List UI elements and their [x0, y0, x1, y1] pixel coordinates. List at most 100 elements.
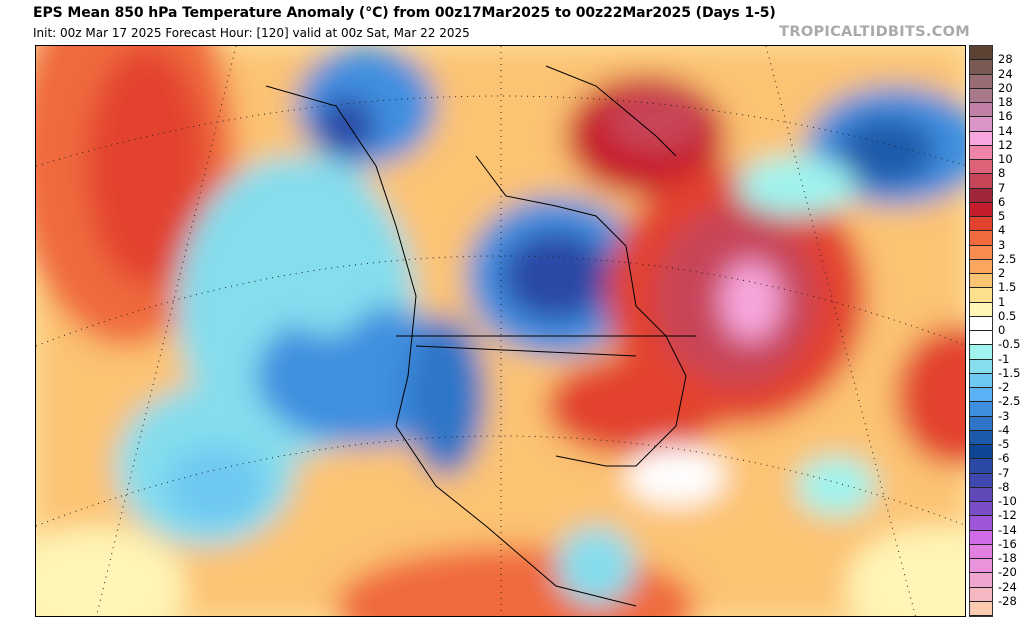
colorbar-label: -24	[998, 579, 1017, 594]
anomaly-region	[836, 116, 936, 186]
colorbar-label: 5	[998, 209, 1006, 223]
colorbar-label: -12	[998, 508, 1017, 523]
anomaly-region	[501, 231, 611, 321]
colorbar-label: 2	[998, 266, 1006, 280]
colorbar-swatch	[970, 445, 992, 460]
anomaly-field	[36, 46, 965, 616]
colorbar-swatch	[970, 302, 992, 317]
coastline	[415, 345, 637, 357]
anomaly-region	[626, 446, 726, 506]
colorbar-label: -2.5	[998, 394, 1021, 409]
colorbar-swatch	[970, 373, 992, 388]
colorbar-swatch	[970, 174, 992, 189]
colorbar-label: -1	[998, 351, 1010, 366]
anomaly-region	[736, 156, 856, 216]
colorbar-swatch	[970, 331, 992, 346]
coastline	[475, 155, 687, 467]
brand-watermark: TROPICALTIDBITS.COM	[779, 24, 970, 40]
colorbar-label: 14	[998, 123, 1013, 138]
colorbar-swatch	[970, 259, 992, 274]
colorbar-label: -18	[998, 551, 1017, 565]
anomaly-region	[896, 326, 965, 466]
colorbar-swatch	[970, 359, 992, 374]
colorbar-swatch	[970, 530, 992, 545]
colorbar-label: 16	[998, 109, 1013, 124]
coastline	[265, 85, 637, 607]
colorbar-swatch	[970, 288, 992, 303]
colorbar-swatch	[970, 103, 992, 118]
graticule-line	[36, 255, 965, 347]
colorbar-swatch	[970, 487, 992, 502]
colorbar-label: 0	[998, 323, 1006, 337]
colorbar-swatch	[970, 559, 992, 574]
colorbar-label: -5	[998, 437, 1010, 451]
anomaly-region	[266, 156, 386, 336]
colorbar-label: 8	[998, 166, 1006, 181]
anomaly-region	[546, 356, 726, 456]
colorbar-swatch	[970, 473, 992, 488]
colorbar-label: 4	[998, 223, 1006, 238]
colorbar-label: 7	[998, 180, 1006, 195]
colorbar-label: 3	[998, 237, 1006, 252]
colorbar-label: 18	[998, 95, 1013, 109]
colorbar	[969, 45, 993, 617]
anomaly-region	[36, 526, 186, 616]
colorbar-swatch	[970, 274, 992, 289]
anomaly-region	[556, 526, 636, 606]
anomaly-region	[796, 456, 876, 516]
anomaly-region	[606, 91, 706, 151]
graticule-line	[95, 46, 237, 616]
colorbar-swatch	[970, 345, 992, 360]
colorbar-swatch	[970, 60, 992, 75]
colorbar-swatch	[970, 145, 992, 160]
colorbar-label: 12	[998, 137, 1013, 152]
colorbar-swatch	[970, 202, 992, 217]
anomaly-region	[316, 96, 376, 156]
colorbar-swatch	[970, 231, 992, 246]
colorbar-swatch	[970, 46, 992, 61]
graticule-line	[765, 46, 916, 616]
colorbar-label: -10	[998, 494, 1017, 508]
colorbar-swatch	[970, 388, 992, 403]
colorbar-label: 24	[998, 66, 1013, 81]
anomaly-region	[406, 316, 486, 476]
map-title: EPS Mean 850 hPa Temperature Anomaly (°C…	[33, 5, 776, 21]
colorbar-swatch	[970, 88, 992, 103]
colorbar-swatch	[970, 188, 992, 203]
colorbar-swatch	[970, 217, 992, 232]
colorbar-swatch	[970, 131, 992, 146]
colorbar-label: -3	[998, 408, 1010, 423]
colorbar-label: -2	[998, 380, 1010, 394]
colorbar-label: -8	[998, 479, 1010, 494]
anomaly-region	[166, 446, 266, 526]
colorbar-swatch	[970, 430, 992, 445]
colorbar-label: -4	[998, 422, 1010, 437]
colorbar-swatch	[970, 160, 992, 175]
anomaly-region	[721, 261, 781, 341]
anomaly-region	[86, 46, 206, 286]
colorbar-swatch	[970, 587, 992, 602]
colorbar-swatch	[970, 544, 992, 559]
colorbar-swatch	[970, 601, 992, 616]
map-subtitle: Init: 00z Mar 17 2025 Forecast Hour: [12…	[33, 26, 470, 40]
anomaly-map	[35, 45, 966, 617]
colorbar-swatch	[970, 459, 992, 474]
colorbar-label: 28	[998, 52, 1013, 67]
colorbar-label: 0.5	[998, 308, 1017, 323]
colorbar-swatch	[970, 245, 992, 260]
colorbar-swatch	[970, 117, 992, 132]
colorbar-label: 20	[998, 80, 1013, 95]
colorbar-label: -7	[998, 465, 1010, 480]
colorbar-swatch	[970, 74, 992, 89]
colorbar-label: -28	[998, 593, 1017, 608]
colorbar-label: 1	[998, 294, 1006, 309]
anomaly-region	[846, 526, 965, 616]
colorbar-label: -14	[998, 522, 1017, 537]
colorbar-label: -16	[998, 536, 1017, 551]
colorbar-swatch	[970, 416, 992, 431]
colorbar-label: -6	[998, 451, 1010, 466]
colorbar-swatch	[970, 573, 992, 588]
colorbar-label: 6	[998, 194, 1006, 209]
colorbar-swatch	[970, 402, 992, 417]
coastline	[545, 65, 677, 157]
